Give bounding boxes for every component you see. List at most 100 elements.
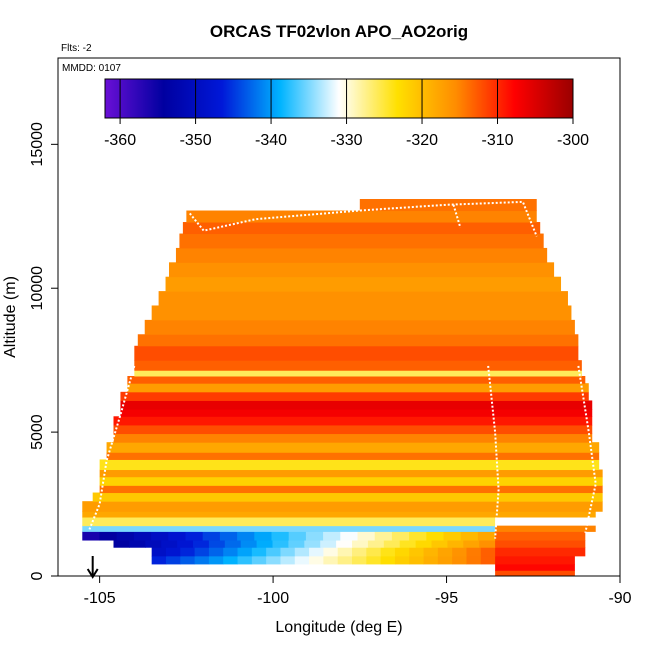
heatmap-cell [352, 547, 367, 557]
heatmap-cell [294, 555, 310, 565]
colorbar-tick-label: -310 [482, 132, 514, 149]
heatmap-cell [460, 531, 479, 541]
heatmap-cell [113, 416, 593, 426]
heatmap-cell [323, 555, 339, 565]
heatmap-cell [495, 570, 575, 577]
heatmap-cell [357, 531, 376, 541]
heatmap-cell [144, 319, 575, 335]
heatmap-cell [99, 476, 603, 486]
heatmap-cell [106, 442, 600, 453]
x-axis-label: Longitude (deg E) [275, 619, 402, 636]
heatmap-cell [137, 334, 579, 347]
heatmap-cell [437, 555, 453, 565]
heatmap-cell [127, 383, 589, 393]
heatmap-cell [129, 540, 146, 548]
heatmap-cell [452, 547, 467, 557]
heatmap-cell [161, 540, 178, 548]
heatmap-cell [194, 555, 210, 565]
flights-note: Flts: -2 [61, 43, 92, 54]
heatmap-cell [158, 291, 568, 306]
heatmap-cell [366, 547, 382, 557]
heatmap-cell [151, 531, 169, 541]
heatmap-cell [113, 424, 593, 435]
x-tick-label: -100 [257, 590, 289, 607]
heatmap-cell [320, 540, 337, 548]
colorbar-tick-label: -300 [557, 132, 589, 149]
colorbar-tick-label: -350 [180, 132, 212, 149]
heatmap-cell [92, 492, 603, 502]
heatmap-cell [134, 345, 579, 361]
flight-track [487, 365, 500, 539]
heatmap-cell [82, 501, 603, 512]
heatmap-cell [256, 540, 274, 548]
heatmap-cell [426, 531, 445, 541]
heatmap-cell [323, 547, 339, 557]
heatmap-cell [193, 540, 210, 548]
heatmap-cell [394, 555, 410, 565]
heatmap-cell [224, 540, 242, 548]
x-tick-label: -90 [608, 590, 631, 607]
heatmap-cell [495, 525, 596, 532]
x-tick-label: -95 [435, 590, 458, 607]
heatmap-cell [423, 547, 439, 557]
colorbar: -360 -350 -340 -330 -320 -310 -300 [104, 78, 589, 149]
heatmap-cell [288, 540, 305, 548]
heatmap-cell [309, 555, 324, 565]
heatmap-cell [186, 210, 537, 223]
heatmap-cell [133, 531, 152, 541]
heatmap-cell [272, 540, 289, 548]
heatmap-cell [223, 555, 239, 565]
heatmap-cell [165, 555, 181, 565]
heatmap-cell [495, 563, 575, 571]
heatmap-cell [151, 555, 167, 565]
heatmap-cell [127, 375, 586, 384]
heatmap-cell [280, 555, 296, 565]
colorbar-tick-label: -330 [331, 132, 363, 149]
heatmap-cell [82, 511, 596, 518]
heatmap-cell [305, 531, 324, 541]
heatmap-cell [251, 555, 267, 565]
heatmap-cell [495, 531, 586, 541]
heatmap-cell [479, 540, 496, 548]
heatmap-cell [495, 555, 575, 565]
heatmap-cell [466, 547, 482, 557]
heatmap-cell [120, 391, 589, 401]
y-tick-label: 15000 [29, 122, 46, 167]
heatmap-cell [477, 531, 496, 541]
heatmap-cell [452, 555, 467, 565]
start-marker [86, 556, 99, 579]
heatmap-cell [165, 547, 181, 557]
heatmap-cell [208, 555, 224, 565]
heatmap-cell [237, 547, 253, 557]
heatmap-cell [182, 222, 541, 235]
heatmap-cell [294, 547, 310, 557]
heatmap-cell [391, 531, 410, 541]
heatmap-cell [409, 555, 425, 565]
heatmap-cell [175, 247, 548, 263]
heatmap-cell [466, 555, 482, 565]
heatmap-cell [409, 531, 427, 541]
marker-arrow-head [86, 568, 99, 579]
heatmap-cell [394, 547, 410, 557]
heatmap-cell [337, 547, 353, 557]
y-axis-label: Altitude (m) [2, 276, 19, 358]
heatmap-cell [116, 531, 135, 541]
heatmap-cell [367, 540, 385, 548]
y-tick-label: 10000 [29, 266, 46, 311]
heatmap-cell [177, 540, 194, 548]
x-tick-label: -105 [84, 590, 116, 607]
heatmap-cell [495, 540, 586, 548]
heatmap-cell [179, 233, 544, 249]
flight-tracks [88, 200, 597, 539]
heatmap-cell [352, 555, 367, 565]
heatmap-cell [237, 555, 253, 565]
x-axis: -105 -100 -95 -90 [84, 575, 632, 607]
heatmap-cell [431, 540, 448, 548]
heatmap-cell [437, 547, 453, 557]
heatmap-cell [415, 540, 433, 548]
heatmap-cell [185, 531, 204, 541]
heatmap-cell [106, 452, 600, 460]
heatmap-cell [480, 555, 496, 565]
heatmap-cell [447, 540, 464, 548]
